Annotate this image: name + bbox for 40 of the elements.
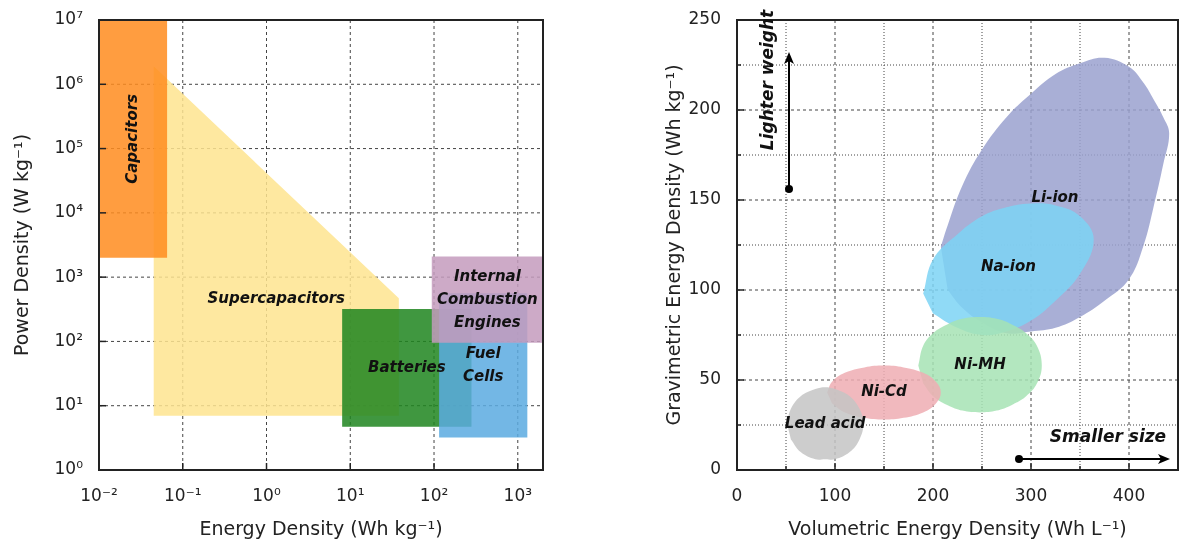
- series-label: Li-ion: [1031, 187, 1079, 206]
- x-tick-label: 10⁻²: [80, 484, 118, 505]
- x-tick-label: 100: [818, 484, 852, 505]
- y-tick-label: 10⁰: [54, 458, 84, 479]
- series-label: Supercapacitors: [207, 288, 346, 307]
- y-tick-label: 10⁵: [54, 136, 83, 157]
- series-label: Internal Combustion Engines: [437, 266, 538, 331]
- y-tick-label: 100: [688, 278, 721, 299]
- y-tick-label: 50: [699, 368, 721, 389]
- series-label: Fuel Cells: [463, 343, 504, 385]
- y-tick-label: 10⁶: [54, 72, 84, 93]
- x-tick-label: 10³: [503, 484, 533, 505]
- series-label: Lead acid: [784, 413, 866, 432]
- y-tick-label: 0: [710, 458, 721, 479]
- series-label: Ni-Cd: [861, 382, 908, 401]
- y-tick-label: 250: [688, 8, 721, 29]
- y-tick-label: 10¹: [54, 394, 83, 415]
- y-axis-title: Power Density (W kg⁻¹): [10, 133, 33, 357]
- x-tick-label: 10⁰: [252, 484, 281, 505]
- series-label: Na-ion: [980, 257, 1036, 276]
- annotation: Smaller size: [1049, 426, 1167, 447]
- x-tick-label: 400: [1112, 484, 1146, 505]
- annotation: Lighter weight: [757, 8, 778, 151]
- series-label: Capacitors: [122, 93, 141, 184]
- x-axis-title: Energy Density (Wh kg⁻¹): [199, 516, 443, 539]
- x-tick-label: 300: [1014, 484, 1048, 505]
- x-tick-label: 0: [731, 484, 743, 505]
- x-tick-label: 10²: [419, 484, 449, 505]
- x-tick-label: 10¹: [336, 484, 365, 505]
- y-tick-label: 10⁷: [54, 8, 84, 29]
- x-tick-label: 10⁻¹: [164, 484, 202, 505]
- x-axis-title: Volumetric Energy Density (Wh L⁻¹): [788, 516, 1127, 539]
- x-tick-label: 200: [916, 484, 950, 505]
- y-tick-label: 10²: [54, 329, 83, 350]
- series-label: Ni-MH: [954, 354, 1007, 373]
- y-tick-label: 10³: [54, 265, 83, 286]
- y-tick-label: 10⁴: [54, 201, 84, 222]
- y-tick-label: 150: [688, 188, 721, 209]
- y-tick-label: 200: [688, 98, 721, 119]
- y-axis-title: Gravimetric Energy Density (Wh kg⁻¹): [662, 64, 685, 426]
